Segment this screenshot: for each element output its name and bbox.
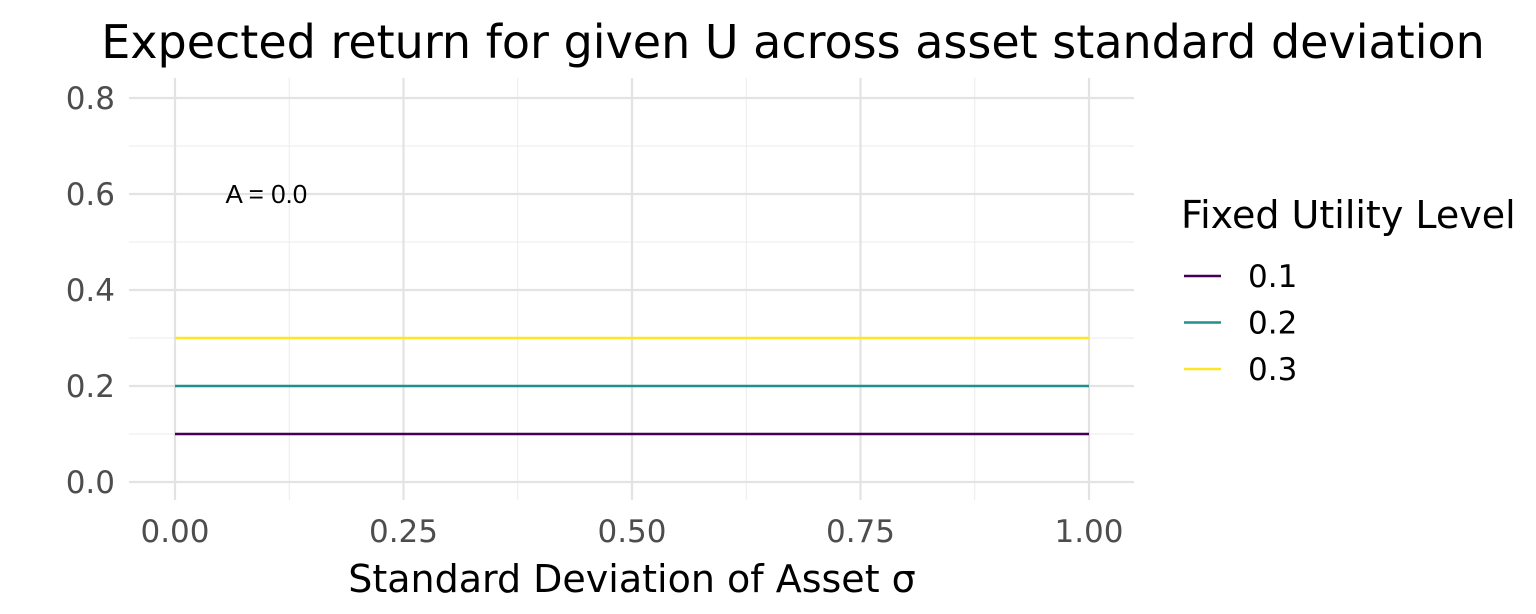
legend: 0.1 0.2 0.3 [1184, 259, 1297, 388]
y-tick-labels: 0.0 0.2 0.4 0.6 0.8 [66, 81, 115, 501]
legend-title: Fixed Utility Level [1181, 193, 1516, 237]
x-tick-label: 0.50 [597, 514, 666, 550]
x-tick-label: 0.00 [140, 514, 209, 550]
legend-label-0.3: 0.3 [1248, 352, 1297, 388]
y-tick-label: 0.2 [66, 369, 115, 405]
legend-label-0.1: 0.1 [1248, 259, 1297, 295]
y-tick-label: 0.4 [66, 273, 115, 309]
y-tick-label: 0.0 [66, 465, 115, 501]
legend-label-0.2: 0.2 [1248, 306, 1297, 342]
grid-major [129, 78, 1134, 500]
annotation-text: A = 0.0 [226, 179, 308, 209]
x-tick-label: 0.75 [826, 514, 895, 550]
y-tick-label: 0.8 [66, 81, 115, 117]
x-tick-label: 0.25 [369, 514, 438, 550]
y-tick-label: 0.6 [66, 177, 115, 213]
x-tick-label: 1.00 [1054, 514, 1123, 550]
chart-title: Expected return for given U across asset… [101, 15, 1485, 69]
series-lines [175, 336, 1089, 436]
x-tick-labels: 0.00 0.25 0.50 0.75 1.00 [140, 514, 1123, 550]
x-axis-title: Standard Deviation of Asset σ [348, 557, 916, 601]
